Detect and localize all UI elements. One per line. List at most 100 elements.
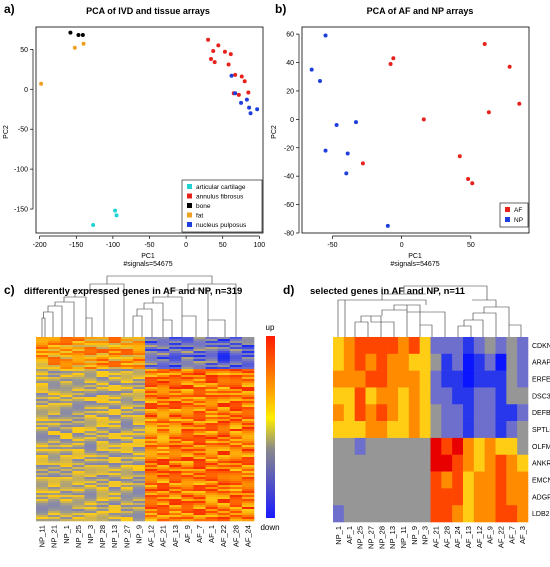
panel-c-heatmap-cell: [48, 447, 61, 450]
panel-c-heatmap-cell: [84, 393, 97, 396]
panel-c-heatmap-cell: [60, 421, 73, 424]
panel-d-heatmap-cell: [473, 454, 485, 472]
panel-c-letter: c): [4, 283, 15, 297]
panel-c-heatmap-cell: [145, 341, 158, 344]
panel-c-heatmap-cell: [96, 425, 109, 428]
panel-d-heatmap-cell: [408, 437, 420, 456]
panel-c-heatmap-cell: [181, 471, 194, 474]
panel-c-heatmap-cell: [96, 403, 109, 406]
panel-c-heatmap-cell: [193, 425, 206, 428]
panel-c-heatmap-cell: [241, 361, 255, 364]
panel-c-heatmap-cell: [84, 477, 97, 480]
panel-c-heatmap-cell: [84, 457, 97, 460]
panel-c-heatmap-cell: [205, 451, 218, 454]
panel-c-heatmap-cell: [181, 453, 194, 456]
panel-c-heatmap-cell: [60, 401, 73, 404]
panel-d-heatmap-cell: [387, 353, 399, 371]
panel-c-heatmap-cell: [169, 377, 182, 380]
panel-c-heatmap-cell: [132, 497, 146, 500]
panel-d-heatmap-cell: [398, 387, 410, 405]
panel-c-heatmap-cell: [48, 491, 61, 494]
panel-c-heatmap-cell: [193, 423, 206, 426]
panel-c-heatmap-cell: [229, 421, 243, 424]
panel-c-heatmap-cell: [132, 435, 146, 438]
panel-c-heatmap-cell: [108, 373, 122, 376]
panel-c-heatmap-cell: [84, 383, 97, 386]
panel-c-heatmap-cell: [60, 429, 73, 432]
panel-c-heatmap-cell: [193, 341, 206, 344]
panel-c-heatmap-cell: [48, 483, 61, 486]
panel-c-heatmap-cell: [217, 397, 231, 400]
panel-d-heatmap-cell: [463, 505, 475, 523]
panel-c-heatmap-cell: [145, 367, 158, 370]
panel-a-point-fat: [39, 81, 44, 86]
panel-c-heatmap-cell: [193, 429, 206, 432]
panel-c-heatmap-cell: [72, 423, 85, 426]
panel-c-heatmap-cell: [120, 519, 134, 522]
panel-c-heatmap-cell: [169, 339, 182, 342]
panel-d-heatmap-cell: [430, 421, 442, 439]
panel-c-heatmap-cell: [60, 387, 73, 390]
panel-c-heatmap-cell: [157, 425, 170, 428]
panel-c-heatmap-cell: [96, 503, 109, 506]
panel-d-gene-label: LDB2: [532, 511, 550, 518]
panel-c-heatmap-cell: [193, 389, 206, 392]
panel-d-heatmap-cell: [387, 488, 399, 506]
panel-c-heatmap-cell: [205, 409, 218, 412]
panel-c-heatmap-cell: [96, 449, 109, 452]
panel-c-heatmap-cell: [241, 339, 255, 342]
panel-c-heatmap-cell: [132, 345, 146, 348]
panel-c-heatmap-cell: [84, 465, 97, 468]
panel-c-column-label: AF_12: [147, 525, 156, 547]
panel-c-heatmap-cell: [169, 493, 182, 496]
panel-c-heatmap-cell: [84, 507, 97, 510]
panel-c-heatmap-cell: [169, 403, 182, 406]
panel-d-heatmap-cell: [354, 370, 366, 388]
panel-c-heatmap-cell: [229, 425, 243, 428]
panel-c-heatmap-cell: [241, 513, 255, 516]
panel-d-heatmap-cell: [452, 353, 464, 371]
panel-b-point-af: [486, 110, 491, 115]
panel-d-heatmap-cell: [333, 370, 345, 388]
panel-c-heatmap-cell: [60, 427, 73, 430]
panel-c-heatmap-cell: [108, 497, 122, 500]
panel-c-heatmap-cell: [108, 441, 122, 444]
panel-c-heatmap-cell: [205, 513, 218, 516]
panel-c-heatmap-cell: [217, 461, 231, 464]
panel-c-heatmap-cell: [96, 463, 109, 466]
panel-c-heatmap-cell: [205, 453, 218, 456]
panel-c-heatmap-cell: [108, 397, 122, 400]
panel-c-heatmap-cell: [157, 359, 170, 362]
panel-c-heatmap-cell: [217, 517, 231, 520]
panel-c-heatmap-cell: [36, 373, 49, 376]
panel-c-heatmap-cell: [181, 511, 194, 514]
panel-c-heatmap-cell: [132, 385, 146, 388]
panel-d-heatmap-cell: [506, 488, 518, 506]
panel-d-heatmap-cell: [452, 454, 464, 472]
panel-c-heatmap-cell: [72, 419, 85, 422]
panel-c-heatmap-cell: [96, 351, 109, 354]
panel-c-heatmap-cell: [72, 391, 85, 394]
panel-d-heatmap-cell: [365, 454, 377, 472]
panel-c-heatmap-cell: [145, 487, 158, 490]
panel-c-heatmap-cell: [169, 419, 182, 422]
panel-d-heatmap-cell: [517, 505, 529, 523]
panel-c-heatmap-cell: [169, 519, 182, 522]
panel-c-heatmap-cell: [108, 493, 122, 496]
panel-d-heatmap-cell: [419, 505, 431, 523]
panel-c-heatmap-cell: [60, 437, 73, 440]
panel-c-heatmap-cell: [120, 459, 134, 462]
panel-c-heatmap-cell: [157, 469, 170, 472]
panel-b-point-af: [466, 177, 471, 182]
panel-c-heatmap-cell: [84, 461, 97, 464]
panel-c-heatmap-cell: [205, 489, 218, 492]
panel-c-heatmap-cell: [132, 481, 146, 484]
panel-c-heatmap-cell: [229, 339, 243, 342]
panel-c-heatmap-cell: [132, 365, 146, 368]
panel-d-heatmap-cell: [365, 437, 377, 456]
panel-c-heatmap-cell: [36, 495, 49, 498]
panel-c-heatmap-cell: [217, 443, 231, 446]
panel-d-heatmap-cell: [343, 421, 355, 439]
panel-c-heatmap-cell: [84, 421, 97, 424]
panel-c-heatmap-cell: [229, 377, 243, 380]
